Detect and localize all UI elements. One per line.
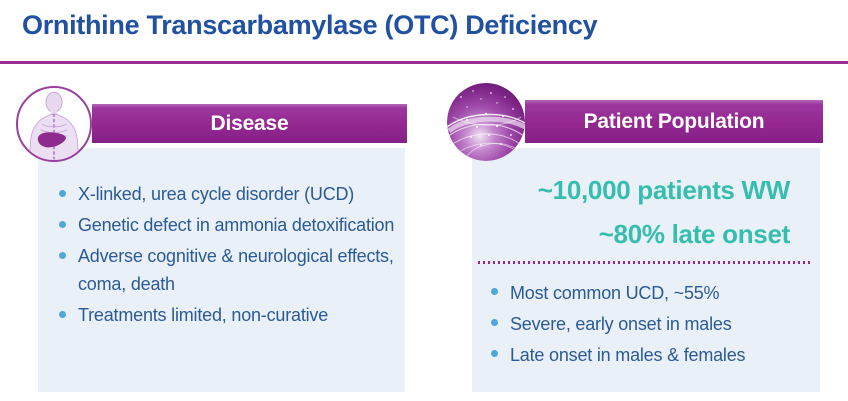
patient-header-label: Patient Population	[583, 109, 765, 133]
list-item: X-linked, urea cycle disorder (UCD)	[52, 180, 397, 208]
globe-network-icon	[447, 83, 525, 161]
bullet-text: Genetic defect in ammonia detoxification	[78, 215, 395, 235]
bullet-text: Severe, early onset in males	[510, 314, 732, 334]
human-anatomy-liver-svg	[25, 91, 83, 160]
patient-highlights: ~10,000 patients WW ~80% late onset	[482, 168, 791, 256]
bullet-icon	[491, 319, 498, 326]
disease-bullet-list: X-linked, urea cycle disorder (UCD) Gene…	[52, 180, 397, 332]
disease-panel: X-linked, urea cycle disorder (UCD) Gene…	[38, 148, 405, 392]
list-item: Genetic defect in ammonia detoxification	[52, 211, 397, 239]
bullet-icon	[59, 252, 66, 259]
highlight-line: ~10,000 patients WW	[537, 175, 791, 205]
disease-card-header: Disease	[92, 104, 407, 143]
patient-panel: ~10,000 patients WW ~80% late onset Most…	[472, 148, 820, 392]
bullet-text: Adverse cognitive & neurological effects…	[78, 246, 394, 294]
slide-title: Ornithine Transcarbamylase (OTC) Deficie…	[22, 10, 598, 40]
list-item: Late onset in males & females	[484, 340, 812, 370]
bullet-icon	[59, 221, 66, 228]
human-anatomy-liver-icon	[16, 86, 92, 162]
list-item: Treatments limited, non-curative	[52, 301, 397, 329]
bullet-text: Late onset in males & females	[510, 345, 746, 365]
dotted-divider	[478, 261, 812, 264]
title-divider	[0, 61, 848, 64]
patient-bullet-list: Most common UCD, ~55% Severe, early onse…	[484, 278, 812, 371]
bullet-icon	[491, 350, 498, 357]
bullet-icon	[59, 190, 66, 197]
disease-header-label: Disease	[210, 111, 289, 135]
bullet-text: Treatments limited, non-curative	[78, 305, 329, 325]
bullet-text: Most common UCD, ~55%	[510, 283, 720, 303]
list-item: Adverse cognitive & neurological effects…	[52, 242, 397, 298]
list-item: Most common UCD, ~55%	[484, 278, 812, 308]
globe-network-svg	[447, 83, 525, 161]
patient-card-header: Patient Population	[525, 100, 823, 143]
list-item: Severe, early onset in males	[484, 309, 812, 339]
highlight-line: ~80% late onset	[598, 219, 791, 249]
bullet-icon	[59, 311, 66, 318]
bullet-icon	[491, 288, 498, 295]
bullet-text: X-linked, urea cycle disorder (UCD)	[78, 184, 355, 204]
